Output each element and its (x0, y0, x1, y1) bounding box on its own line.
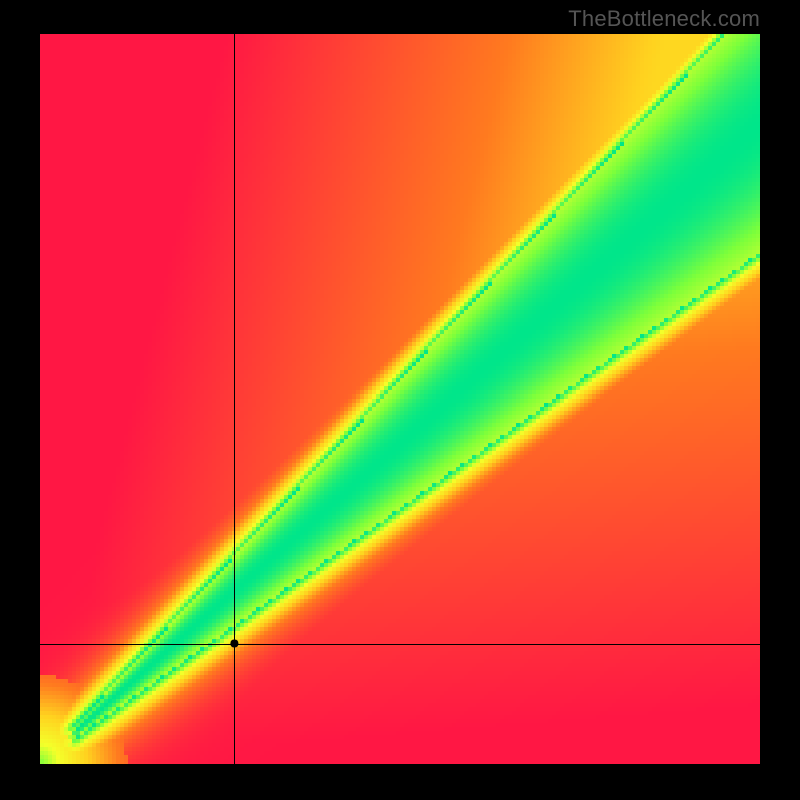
heatmap-plot-area (40, 34, 760, 764)
heatmap-canvas (40, 34, 760, 764)
watermark-text: TheBottleneck.com (568, 6, 760, 32)
figure-root: TheBottleneck.com (0, 0, 800, 800)
